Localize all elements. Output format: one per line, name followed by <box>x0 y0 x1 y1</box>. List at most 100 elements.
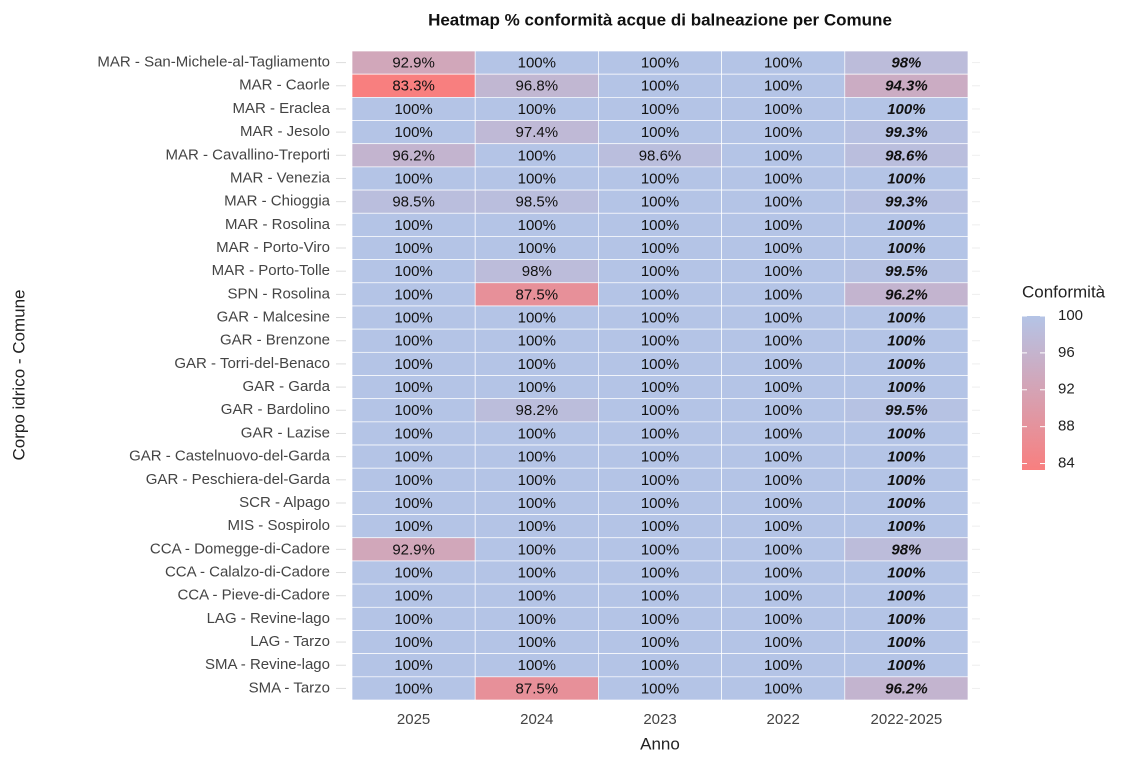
legend-tick-label: 84 <box>1058 455 1075 472</box>
y-tick-label: MIS - Sospirolo <box>227 517 330 534</box>
cell-label: 100% <box>394 310 432 327</box>
cell-label: 100% <box>518 564 556 581</box>
cell-label: 100% <box>394 449 432 466</box>
cell-label: 100% <box>764 680 802 697</box>
cell-label: 100% <box>764 101 802 118</box>
cell-label: 99.5% <box>885 402 928 419</box>
cell-label: 100% <box>518 634 556 651</box>
cell-label: 100% <box>641 472 679 489</box>
cell-label: 100% <box>394 240 432 257</box>
cell-label: 100% <box>887 657 925 674</box>
y-axis-label: Corpo idrico - Comune <box>9 289 28 460</box>
cell-label: 100% <box>394 170 432 187</box>
cell-label: 100% <box>887 356 925 373</box>
cell-label: 100% <box>394 588 432 605</box>
cell-label: 100% <box>764 495 802 512</box>
cell-label: 100% <box>887 217 925 234</box>
cell-label: 100% <box>641 541 679 558</box>
cell-label: 100% <box>887 240 925 257</box>
y-tick-label: LAG - Tarzo <box>250 633 330 650</box>
cell-label: 96.2% <box>392 147 435 164</box>
y-tick-label: GAR - Brenzone <box>220 332 330 349</box>
cell-label: 100% <box>764 518 802 535</box>
cell-label: 100% <box>518 518 556 535</box>
cell-label: 98% <box>522 263 552 280</box>
cell-label: 100% <box>641 217 679 234</box>
x-tick-label: 2022 <box>767 711 800 728</box>
legend-tick-label: 92 <box>1058 381 1075 398</box>
chart-title: Heatmap % conformità acque di balneazion… <box>428 10 892 29</box>
cell-label: 100% <box>641 101 679 118</box>
x-tick-label: 2023 <box>643 711 676 728</box>
y-tick-label: MAR - Eraclea <box>232 100 330 117</box>
cell-label: 100% <box>887 333 925 350</box>
cell-label: 100% <box>764 425 802 442</box>
cell-label: 100% <box>764 379 802 396</box>
x-tick-label: 2025 <box>397 711 430 728</box>
cell-label: 100% <box>518 541 556 558</box>
cell-label: 100% <box>394 124 432 141</box>
cell-label: 100% <box>887 425 925 442</box>
cell-label: 100% <box>764 310 802 327</box>
cell-label: 100% <box>518 147 556 164</box>
legend-tick-label: 88 <box>1058 418 1075 435</box>
y-tick-label: MAR - Porto-Tolle <box>212 262 330 279</box>
cell-label: 100% <box>394 472 432 489</box>
cell-label: 83.3% <box>392 78 435 95</box>
cell-label: 98.6% <box>885 147 928 164</box>
cell-label: 100% <box>518 101 556 118</box>
cell-label: 100% <box>887 518 925 535</box>
y-tick-label: GAR - Peschiera-del-Garda <box>146 471 331 488</box>
y-tick-label: SMA - Tarzo <box>249 679 330 696</box>
cell-label: 100% <box>764 124 802 141</box>
cell-label: 100% <box>518 611 556 628</box>
cell-label: 100% <box>518 449 556 466</box>
cell-label: 100% <box>887 170 925 187</box>
cell-label: 87.5% <box>516 680 559 697</box>
y-tick-label: MAR - Cavallino-Treporti <box>166 146 330 163</box>
cell-label: 100% <box>641 240 679 257</box>
cell-label: 100% <box>641 310 679 327</box>
cell-label: 92.9% <box>392 55 435 72</box>
y-tick-label: LAG - Revine-lago <box>207 610 330 627</box>
cell-label: 100% <box>394 356 432 373</box>
cell-label: 100% <box>518 657 556 674</box>
legend-title: Conformità <box>1022 282 1106 301</box>
y-tick-label: GAR - Garda <box>242 378 330 395</box>
cell-label: 100% <box>394 634 432 651</box>
y-tick-label: MAR - San-Michele-al-Tagliamento <box>97 54 330 71</box>
cell-label: 100% <box>394 425 432 442</box>
cell-label: 100% <box>764 240 802 257</box>
cell-label: 100% <box>764 449 802 466</box>
cell-label: 100% <box>518 379 556 396</box>
cell-label: 100% <box>394 217 432 234</box>
y-tick-label: CCA - Domegge-di-Cadore <box>150 540 330 557</box>
cell-label: 100% <box>764 402 802 419</box>
cell-label: 100% <box>394 402 432 419</box>
cell-label: 87.5% <box>516 286 559 303</box>
cell-label: 96.2% <box>885 286 928 303</box>
cell-label: 100% <box>641 680 679 697</box>
cell-label: 100% <box>764 564 802 581</box>
y-tick-label: MAR - Venezia <box>230 169 331 186</box>
cell-label: 100% <box>887 495 925 512</box>
cell-label: 98.5% <box>516 194 559 211</box>
cell-label: 98.6% <box>639 147 682 164</box>
cell-label: 100% <box>764 657 802 674</box>
cell-label: 100% <box>887 564 925 581</box>
cell-label: 100% <box>394 657 432 674</box>
y-tick-label: GAR - Lazise <box>241 424 330 441</box>
legend-tick-label: 100 <box>1058 307 1083 324</box>
cell-label: 100% <box>764 263 802 280</box>
x-tick-label: 2024 <box>520 711 553 728</box>
cell-label: 100% <box>394 286 432 303</box>
cell-label: 98% <box>891 55 921 72</box>
cell-label: 100% <box>641 78 679 95</box>
cell-label: 100% <box>641 194 679 211</box>
cell-label: 100% <box>394 333 432 350</box>
cell-label: 100% <box>518 495 556 512</box>
cell-label: 100% <box>394 611 432 628</box>
cell-label: 100% <box>394 680 432 697</box>
cell-label: 100% <box>518 588 556 605</box>
